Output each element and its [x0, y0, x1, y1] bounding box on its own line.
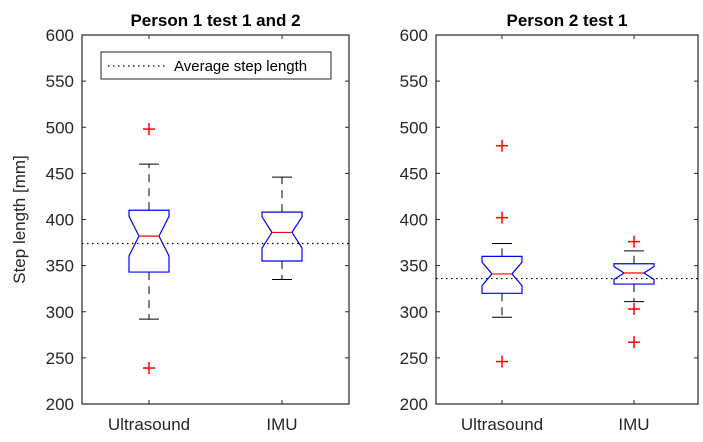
plot-left: 200 250 300 350 400 450 500 550 600 Ultrasound IMU…	[10, 11, 350, 434]
chart-title: Person 2 test 1	[507, 11, 628, 30]
outlier-marker	[496, 211, 508, 224]
x-tick-label: IMU	[618, 415, 649, 434]
y-tick-label: 350	[46, 257, 74, 276]
box-imu	[613, 235, 655, 349]
y-tick-label: 400	[46, 211, 74, 230]
axes-box	[435, 34, 699, 405]
y-axis-label: Step length [mm]	[10, 155, 29, 284]
y-tick-label: 300	[46, 303, 74, 322]
outlier-marker	[496, 139, 508, 152]
outlier-marker	[628, 235, 640, 248]
y-tick-label: 250	[400, 349, 428, 368]
legend-label: Average step length	[174, 58, 307, 75]
outlier-marker	[628, 302, 640, 315]
legend: Average step length	[100, 51, 332, 80]
y-tick-label: 300	[400, 303, 428, 322]
y-tick-label: 350	[400, 257, 428, 276]
plot-right: 200 250 300 350 400 450 500 550 600 Ultrasound IMU…	[400, 11, 699, 434]
y-tick-label: 450	[46, 164, 74, 183]
outlier-marker	[143, 123, 155, 136]
x-tick-label: Ultrasound	[108, 415, 190, 434]
y-tick-label: 500	[46, 118, 74, 137]
x-tick-label: IMU	[266, 415, 297, 434]
box-ultrasound	[481, 139, 523, 368]
y-tick-label: 500	[400, 118, 428, 137]
box-ultrasound	[128, 123, 170, 375]
y-tick-label: 200	[46, 395, 74, 414]
axes-box	[81, 34, 350, 405]
y-tick-label: 250	[46, 349, 74, 368]
y-tick-label: 600	[400, 26, 428, 45]
y-tick-label: 450	[400, 164, 428, 183]
outlier-marker	[496, 355, 508, 368]
y-tick-label: 600	[46, 26, 74, 45]
y-tick-label: 400	[400, 211, 428, 230]
chart-title: Person 1 test 1 and 2	[130, 11, 300, 30]
box-imu	[261, 176, 303, 280]
y-tick-label: 200	[400, 395, 428, 414]
outlier-marker	[143, 362, 155, 375]
outlier-marker	[628, 336, 640, 349]
y-tick-label: 550	[400, 72, 428, 91]
y-tick-label: 550	[46, 72, 74, 91]
x-tick-label: Ultrasound	[461, 415, 543, 434]
